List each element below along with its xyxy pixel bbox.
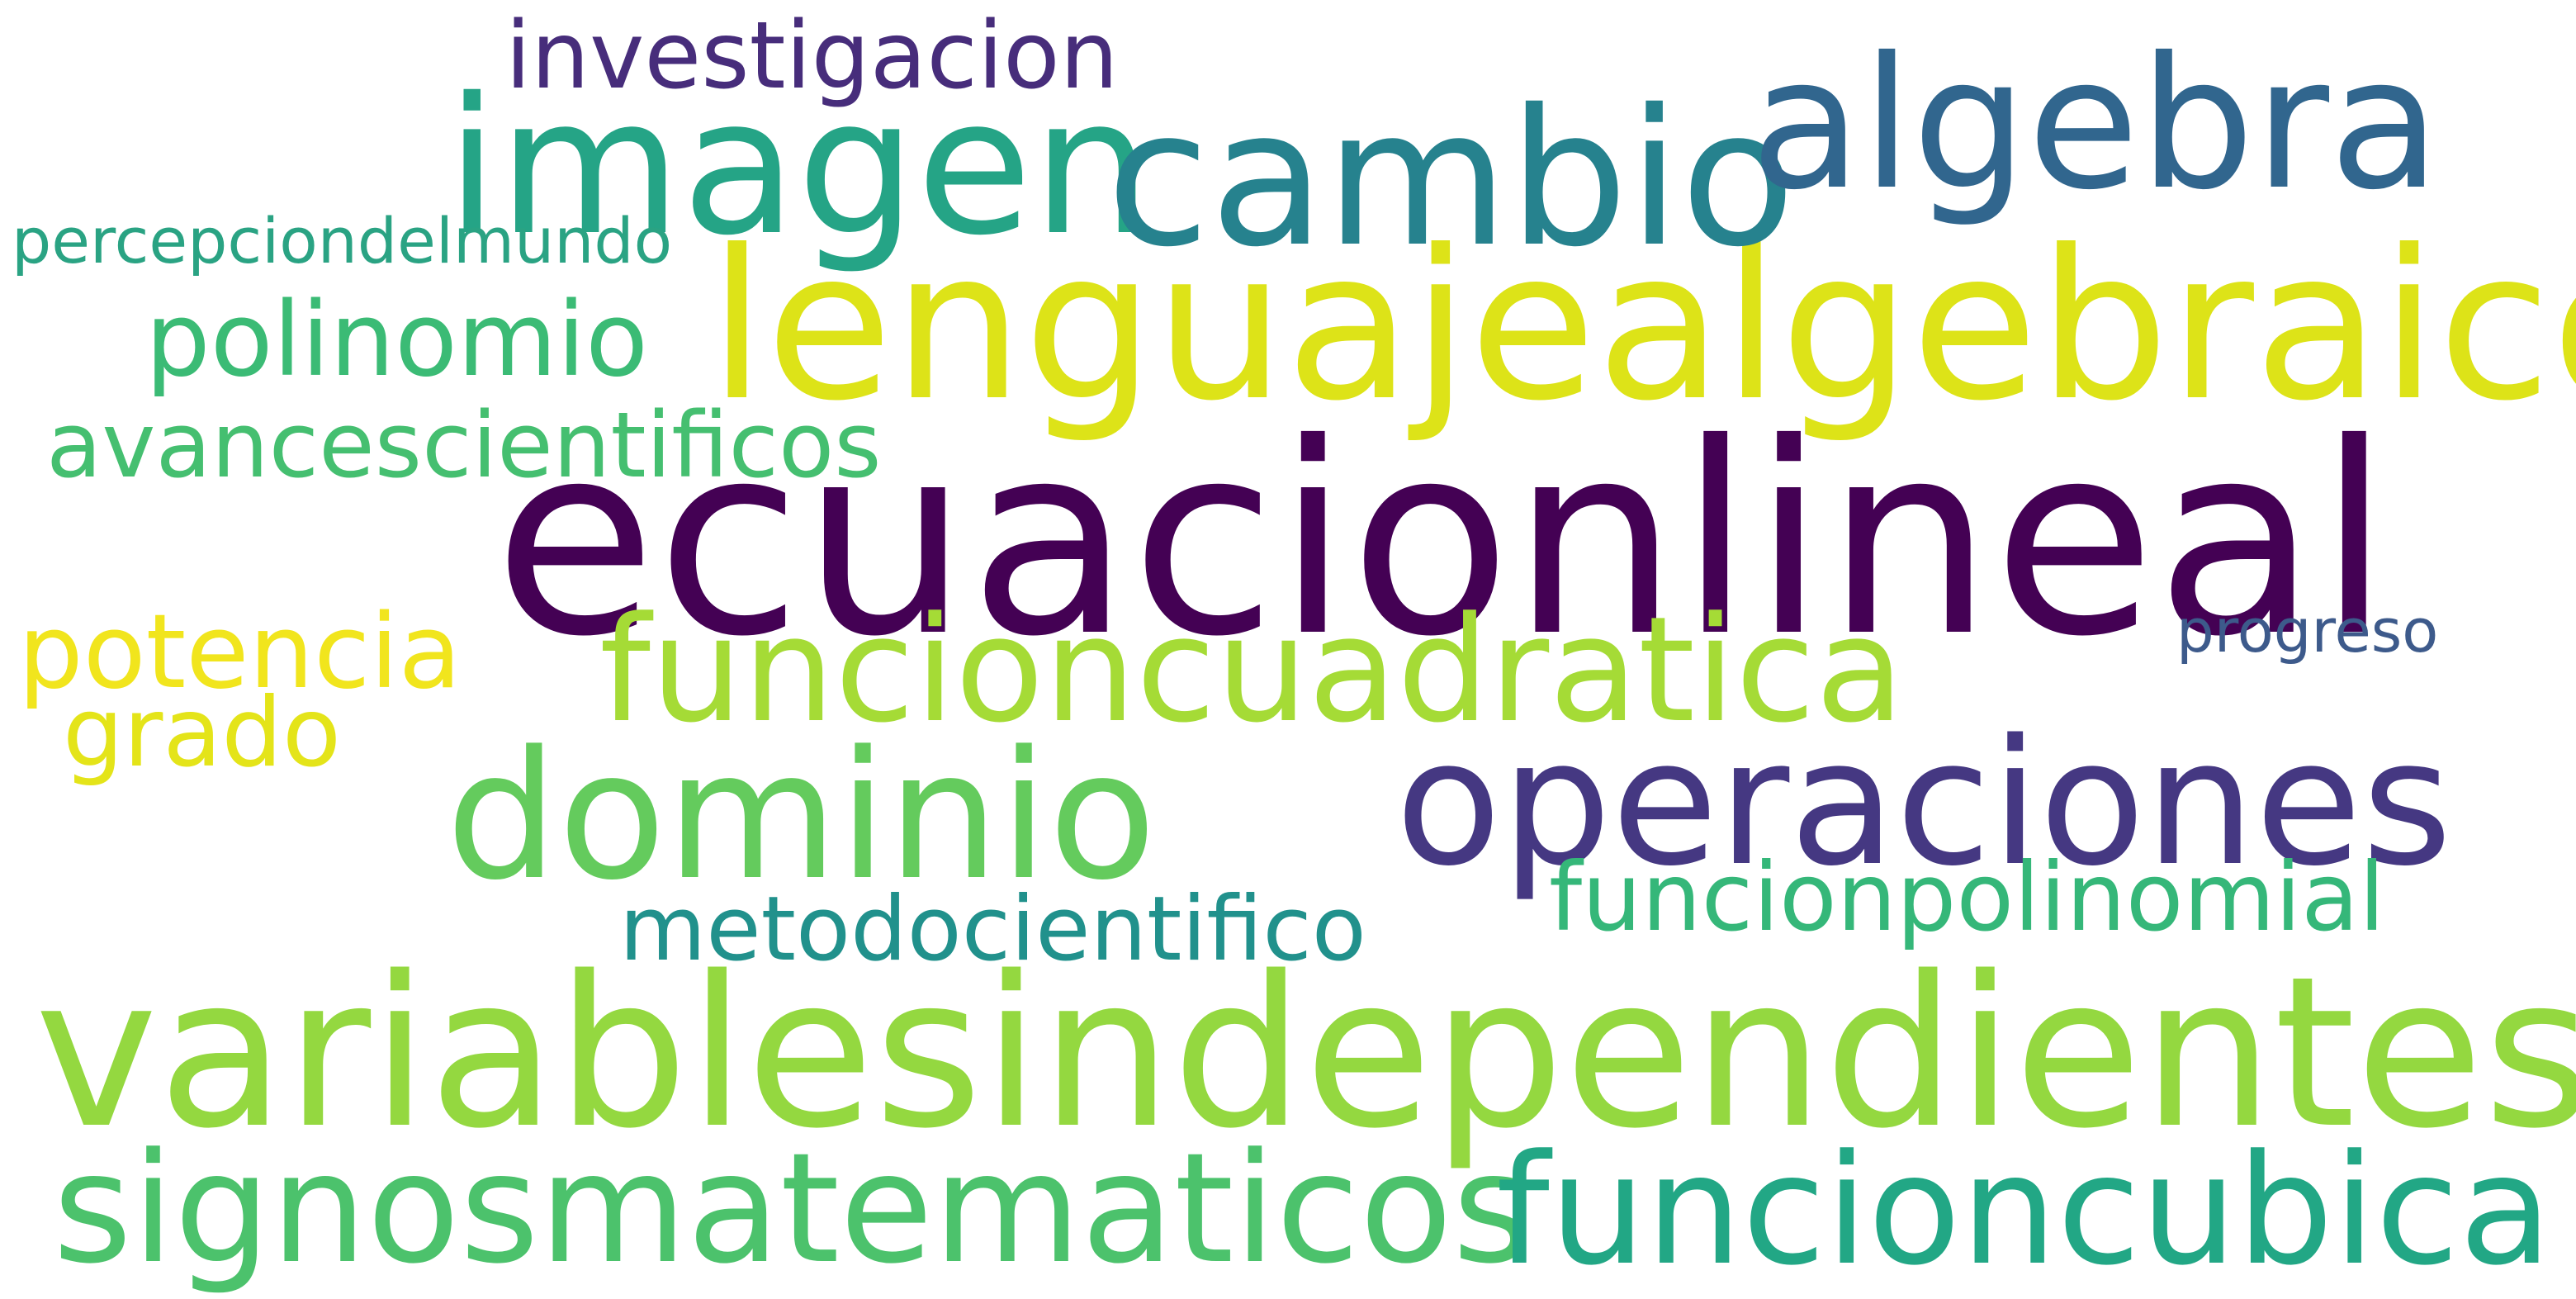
- word-signosmatematicos: signosmatematicos: [53, 1121, 1532, 1297]
- word-operaciones: operaciones: [1395, 702, 2452, 904]
- word-progreso: progreso: [2176, 596, 2439, 666]
- word-avancescientificos: avancescientificos: [46, 392, 882, 498]
- word-cambio: cambio: [1106, 69, 1796, 288]
- word-investigacion: investigacion: [505, 2, 1119, 110]
- word-funcioncubica: funcioncubica: [1496, 1122, 2553, 1299]
- word-funcioncuadratica: funcioncuadratica: [599, 585, 1905, 755]
- word-dominio: dominio: [446, 714, 1157, 919]
- word-lenguajealgebraico: lenguajealgebraico: [708, 206, 2576, 446]
- word-algebra: algebra: [1750, 18, 2441, 230]
- word-imagen: imagen: [446, 57, 1152, 277]
- word-ecuacionlineal: ecuacionlineal: [494, 387, 2391, 695]
- word-percepciondelmundo: percepciondelmundo: [12, 204, 673, 277]
- word-funcionpolinomial: funcionpolinomial: [1549, 842, 2385, 952]
- word-variablesindependientes: variablesindependientes: [35, 932, 2576, 1174]
- word-grado: grado: [63, 677, 342, 789]
- word-metodocientifico: metodocientifico: [619, 878, 1366, 981]
- word-polinomio: polinomio: [145, 281, 649, 400]
- word-potencia: potencia: [18, 593, 462, 712]
